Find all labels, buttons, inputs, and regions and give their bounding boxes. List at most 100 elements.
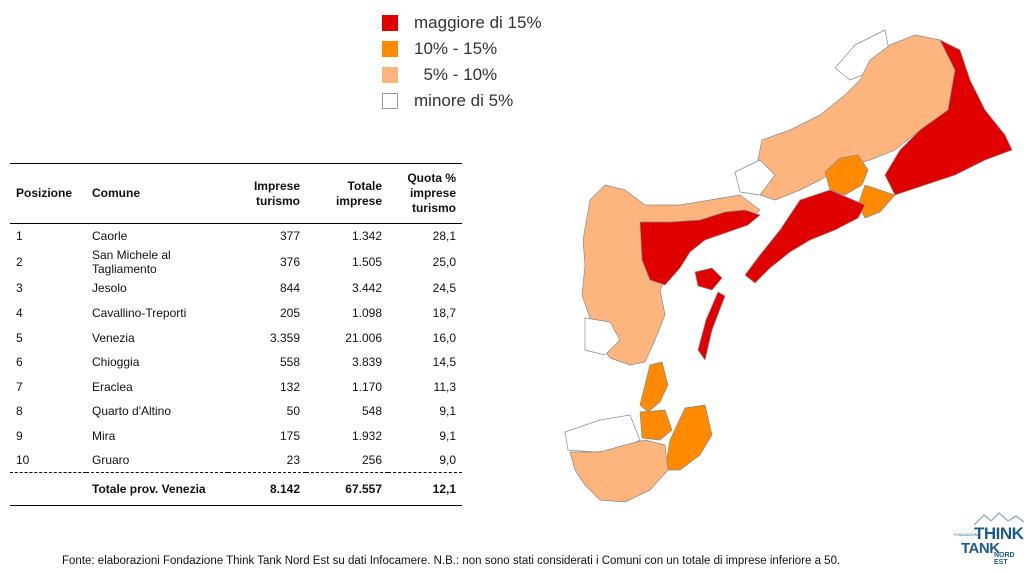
header-imprese-turismo: Imprese turismo xyxy=(228,164,306,224)
cell-imprese: 376 xyxy=(279,255,300,270)
think-tank-logo: FONDAZIONE THINK TANK NORD EST xyxy=(952,512,1024,572)
logo-nord-est: NORD EST xyxy=(994,552,1015,566)
cell-comune: Venezia xyxy=(92,330,135,345)
source-note: Fonte: elaborazioni Fondazione Think Tan… xyxy=(62,555,841,567)
table-row: 10 Gruaro 23 256 9,0 xyxy=(10,448,462,473)
total-imprese: 8.142 xyxy=(269,482,300,497)
cell-quota: 18,7 xyxy=(432,305,456,320)
cell-imprese: 844 xyxy=(279,281,300,296)
legend-label-low: 5% - 10% xyxy=(414,65,498,84)
table-row: 4 Cavallino-Treporti 205 1.098 18,7 xyxy=(10,301,462,326)
cell-totale: 548 xyxy=(361,404,382,419)
cell-imprese: 132 xyxy=(279,379,300,394)
map-area-orange-chioggia xyxy=(639,361,669,413)
cell-quota: 9,0 xyxy=(439,453,456,468)
header-totale-imprese: Totale imprese xyxy=(306,164,388,224)
cell-quota: 28,1 xyxy=(432,229,456,244)
cell-totale: 256 xyxy=(361,453,382,468)
header-comune: Comune xyxy=(92,186,140,200)
cell-posizione: 5 xyxy=(16,330,23,345)
table-row: 9 Mira 175 1.932 9,1 xyxy=(10,424,462,449)
header-imprese-line2: turismo xyxy=(255,193,300,208)
legend-swatch-none xyxy=(382,93,398,109)
map-area-red-islands xyxy=(694,267,723,291)
header-imprese-line1: Imprese xyxy=(253,178,300,193)
venezia-province-map xyxy=(564,29,1013,503)
total-label: Totale prov. Venezia xyxy=(92,482,206,497)
mountain-icon xyxy=(974,512,1024,526)
header-quota-line2: imprese xyxy=(409,186,456,200)
map-area-orange-south-mainland xyxy=(639,409,673,441)
cell-totale: 3.839 xyxy=(351,355,382,370)
logo-think: THINK xyxy=(974,524,1024,543)
cell-totale: 1.098 xyxy=(351,305,382,320)
cell-imprese: 175 xyxy=(279,428,300,443)
header-quota-line3: turismo xyxy=(411,201,456,215)
map-area-red-east xyxy=(884,39,1013,196)
cell-imprese: 3.359 xyxy=(269,330,300,345)
map-area-orange-south xyxy=(664,404,713,471)
cell-posizione: 10 xyxy=(16,453,30,468)
cell-posizione: 7 xyxy=(16,379,23,394)
total-totale: 67.557 xyxy=(345,482,382,497)
cell-quota: 9,1 xyxy=(439,404,456,419)
cell-imprese: 205 xyxy=(279,305,300,320)
cell-comune: Cavallino-Treporti xyxy=(92,305,187,320)
cell-imprese: 558 xyxy=(279,355,300,370)
cell-quota: 11,3 xyxy=(433,379,456,394)
cell-quota: 14,5 xyxy=(432,355,456,370)
cell-quota: 24,5 xyxy=(432,281,456,296)
cell-totale: 1.932 xyxy=(351,428,382,443)
map-area-white-mid xyxy=(734,159,776,196)
cell-comune: Gruaro xyxy=(92,453,130,468)
header-quota: Quota % imprese turismo xyxy=(388,164,462,224)
table-header-row: Posizione Comune Imprese turismo Totale … xyxy=(10,163,462,224)
legend-label-mid: 10% - 15% xyxy=(414,39,498,58)
cell-posizione: 3 xyxy=(16,281,23,296)
cell-imprese: 377 xyxy=(279,229,300,244)
ranking-table: Posizione Comune Imprese turismo Totale … xyxy=(10,163,462,506)
total-quota: 12,1 xyxy=(432,482,456,497)
cell-comune: Chioggia xyxy=(92,355,140,370)
cell-posizione: 1 xyxy=(16,229,23,244)
cell-posizione: 4 xyxy=(16,305,23,320)
cell-totale: 21.006 xyxy=(345,330,382,345)
cell-posizione: 2 xyxy=(16,255,23,270)
legend-swatch-mid xyxy=(382,41,398,57)
cell-imprese: 23 xyxy=(286,453,300,468)
cell-quota: 9,1 xyxy=(439,428,456,443)
legend-swatch-high xyxy=(382,15,398,31)
table-row: 3 Jesolo 844 3.442 24,5 xyxy=(10,276,462,301)
table-row: 7 Eraclea 132 1.170 11,3 xyxy=(10,374,462,399)
logo-tank: TANK xyxy=(961,540,1000,557)
header-posizione: Posizione xyxy=(16,186,73,200)
header-quota-line1: Quota % xyxy=(407,171,456,185)
cell-totale: 1.170 xyxy=(351,379,382,394)
cell-comune: Quarto d'Altino xyxy=(92,404,172,419)
cell-comune: San Michele al Tagliamento xyxy=(92,248,171,277)
table-total-row: Totale prov. Venezia 8.142 67.557 12,1 xyxy=(10,473,462,506)
cell-posizione: 9 xyxy=(16,428,23,443)
map-area-red-lido xyxy=(697,291,726,361)
legend-label-none: minore di 5% xyxy=(414,91,514,110)
cell-totale: 1.342 xyxy=(351,229,382,244)
cell-totale: 1.505 xyxy=(351,255,382,270)
table-row: 2 San Michele al Tagliamento 376 1.505 2… xyxy=(10,248,462,276)
legend-label-high: maggiore di 15% xyxy=(414,13,542,32)
legend-swatch-low xyxy=(382,67,398,83)
map-area-white-west xyxy=(584,317,621,356)
table-row: 1 Caorle 377 1.342 28,1 xyxy=(10,224,462,249)
table-row: 6 Chioggia 558 3.839 14,5 xyxy=(10,350,462,375)
header-totale-line2: imprese xyxy=(335,193,382,208)
cell-quota: 16,0 xyxy=(432,330,456,345)
cell-comune: Mira xyxy=(92,428,116,443)
cell-totale: 3.442 xyxy=(351,281,382,296)
cell-posizione: 8 xyxy=(16,404,23,419)
cell-posizione: 6 xyxy=(16,355,23,370)
cell-comune: Eraclea xyxy=(92,379,133,394)
cell-comune: Jesolo xyxy=(92,281,127,296)
table-row: 5 Venezia 3.359 21.006 16,0 xyxy=(10,325,462,350)
logo-fondazione: FONDAZIONE xyxy=(954,532,981,537)
header-totale-line1: Totale xyxy=(347,178,382,193)
map-area-orange-coast xyxy=(857,184,896,219)
